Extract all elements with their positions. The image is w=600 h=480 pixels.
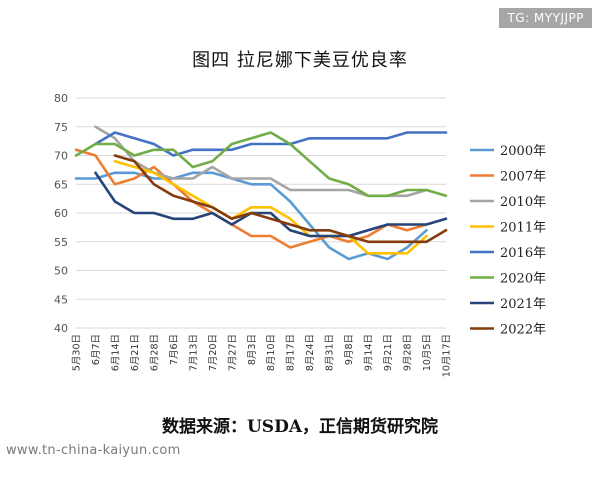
x-tick-label: 8月31日 [325,334,336,371]
x-tick-label: 8月17日 [286,334,297,371]
legend-label-4: 2016年 [500,246,546,261]
x-tick-label: 6月7日 [91,334,102,365]
x-tick-label: 6月21日 [130,334,141,371]
watermark-bottom-left: www.tn-china-kaiyun.com [6,443,181,458]
series-layer [74,125,448,261]
x-tick-label: 7月13日 [188,334,199,371]
y-tick-label: 50 [54,265,68,278]
y-axis-ticks: 40 45 50 55 60 65 70 75 80 [54,92,68,335]
y-tick-label: 65 [54,178,68,191]
series-line-1 [74,148,428,249]
y-tick-label: 80 [54,92,68,105]
x-tick-label: 9月8日 [344,334,355,365]
series-line-4 [94,131,448,157]
series-line-3 [113,160,428,255]
x-tick-label: 8月3日 [247,334,258,365]
legend-label-3: 2011年 [500,221,546,236]
series-line-0 [74,171,428,261]
x-tick-label: 7月6日 [169,334,180,365]
series-line-6 [94,171,448,238]
legend-label-1: 2007年 [500,170,546,185]
legend-label-2: 2010年 [500,195,546,210]
x-tick-label: 10月17日 [442,334,453,377]
series-line-5 [74,131,448,198]
x-tick-label: 6月14日 [110,334,121,371]
x-tick-label: 5月30日 [72,334,83,371]
y-tick-label: 60 [54,207,68,220]
y-tick-label: 40 [54,322,68,335]
x-tick-label: 10月5日 [422,334,433,371]
x-tick-label: 6月28日 [149,334,160,371]
legend-label-5: 2020年 [500,272,546,287]
data-source-caption: 数据来源：USDA，正信期货研究院 [161,417,439,437]
x-tick-label: 9月21日 [383,334,394,371]
y-tick-label: 75 [54,121,68,134]
y-tick-label: 70 [54,150,68,163]
series-line-7 [113,154,448,244]
legend-label-7: 2022年 [500,323,546,338]
y-tick-label: 55 [54,236,68,249]
legend: 2000年 2007年 2010年 2011年 2016年 2020年 2021年 2022年 [470,144,546,338]
legend-label-6: 2021年 [500,297,546,312]
x-tick-label: 9月14日 [364,334,375,371]
y-tick-label: 45 [54,293,68,306]
x-tick-label: 8月10日 [266,334,277,371]
x-axis-ticks: 5月30日 6月7日 6月14日 6月21日 6月28日 7月6日 7月13日 7月20日 7月… [72,334,453,377]
watermark-top-right: TG: MYYJJPP [499,8,592,28]
chart-title: 图四 拉尼娜下美豆优良率 [192,50,408,71]
x-tick-label: 7月27日 [227,334,238,371]
x-tick-label: 9月28日 [403,334,414,371]
legend-label-0: 2000年 [500,144,546,159]
x-tick-label: 7月20日 [208,334,219,371]
x-tick-label: 8月24日 [305,334,316,371]
